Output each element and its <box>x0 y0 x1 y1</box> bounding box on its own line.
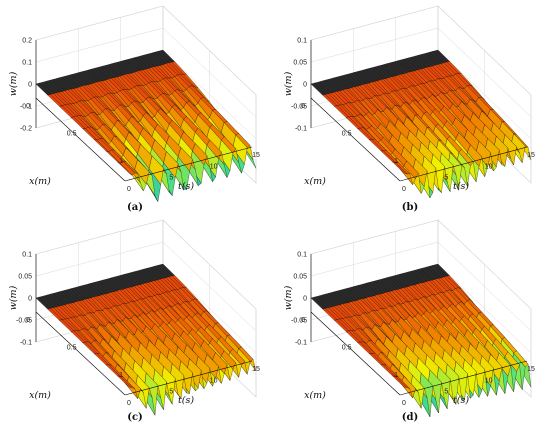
z-tick-label: 0 <box>303 82 307 89</box>
surface-patch <box>391 161 408 175</box>
x-tick-label: 1 <box>394 158 398 165</box>
z-tick-label: 0.1 <box>22 252 32 259</box>
x-axis-line <box>35 97 126 182</box>
z-tick-label: -0.1 <box>20 340 32 347</box>
t-tick-label: 10 <box>210 163 218 170</box>
panel-caption: (a) <box>127 202 143 213</box>
t-tick-label: 10 <box>485 377 493 384</box>
z-tick-label: 0 <box>28 296 32 303</box>
grid-line <box>310 5 439 41</box>
z-tick-label: 0 <box>303 296 307 303</box>
z-tick-label: -0.1 <box>295 340 307 347</box>
panel-caption: (d) <box>402 412 418 423</box>
z-tick-label: -0.05 <box>291 104 307 111</box>
x-axis-label: x(m) <box>29 390 51 401</box>
z-tick-label: -0.1 <box>20 104 32 111</box>
z-axis-label: w(m) <box>8 71 19 96</box>
z-tick-label: 0.2 <box>22 38 32 45</box>
t-tick-label: 5 <box>169 175 173 182</box>
t-axis-label: t(s) <box>178 181 194 192</box>
grid-line <box>35 241 164 277</box>
panel-caption: (c) <box>127 412 143 423</box>
t-axis-line <box>124 360 253 396</box>
x-axis-line <box>310 97 401 182</box>
x-tick-label: 0 <box>301 317 305 324</box>
t-tick-label: 15 <box>252 366 260 373</box>
x-tick-label: 0.5 <box>67 131 77 138</box>
t-axis-label: t(s) <box>453 395 469 406</box>
grid-line <box>35 219 164 255</box>
z-tick-label: 0.1 <box>297 38 307 45</box>
grid-line <box>310 241 439 277</box>
z-tick-label: 0.05 <box>293 274 307 281</box>
z-tick-label: -0.1 <box>295 126 307 133</box>
z-tick-label: 0 <box>28 82 32 89</box>
grid-line <box>310 27 439 63</box>
t-tick-label: 5 <box>444 389 448 396</box>
z-tick-label: -0.2 <box>20 126 32 133</box>
x-tick-label: 0 <box>301 103 305 110</box>
grid-line <box>310 219 439 255</box>
t-tick-label: 0 <box>402 186 406 193</box>
z-tick-label: 0.1 <box>297 252 307 259</box>
t-axis-label: t(s) <box>453 181 469 192</box>
t-tick-label: 0 <box>127 186 131 193</box>
x-tick-label: 0.5 <box>342 345 352 352</box>
t-tick-label: 0 <box>402 400 406 407</box>
t-axis-label: t(s) <box>178 395 194 406</box>
surface-patch <box>391 375 408 388</box>
x-axis-label: x(m) <box>304 390 326 401</box>
x-tick-label: 0 <box>26 103 30 110</box>
t-axis-line <box>124 146 253 182</box>
z-axis-label: w(m) <box>8 285 19 310</box>
z-tick-label: 0.1 <box>22 60 32 67</box>
x-axis-label: x(m) <box>29 176 51 187</box>
t-tick-label: 15 <box>252 152 260 159</box>
t-tick-label: 10 <box>210 377 218 384</box>
t-axis-line <box>399 360 528 396</box>
t-tick-label: 15 <box>527 366 535 373</box>
grid-line <box>35 5 164 41</box>
z-tick-label: -0.05 <box>291 318 307 325</box>
t-tick-label: 5 <box>169 389 173 396</box>
t-tick-label: 15 <box>527 152 535 159</box>
z-axis-label: w(m) <box>283 71 294 96</box>
x-tick-label: 1 <box>119 158 123 165</box>
z-tick-label: 0.05 <box>18 274 32 281</box>
t-axis-line <box>399 146 528 182</box>
x-axis-line <box>35 311 126 396</box>
x-tick-label: 1 <box>119 372 123 379</box>
x-axis-label: x(m) <box>304 176 326 187</box>
x-axis-line <box>310 311 401 396</box>
panel-caption: (b) <box>402 202 418 213</box>
x-tick-label: 0.5 <box>342 131 352 138</box>
z-axis-label: w(m) <box>283 285 294 310</box>
x-tick-label: 0 <box>26 317 30 324</box>
z-tick-label: 0.05 <box>293 60 307 67</box>
surface-patch <box>116 375 133 389</box>
grid-line <box>35 27 164 63</box>
x-tick-label: 1 <box>394 372 398 379</box>
t-tick-label: 0 <box>127 400 131 407</box>
z-tick-label: -0.05 <box>16 318 32 325</box>
t-tick-label: 10 <box>485 163 493 170</box>
t-tick-label: 5 <box>444 175 448 182</box>
x-tick-label: 0.5 <box>67 345 77 352</box>
surface-patch <box>117 161 133 176</box>
